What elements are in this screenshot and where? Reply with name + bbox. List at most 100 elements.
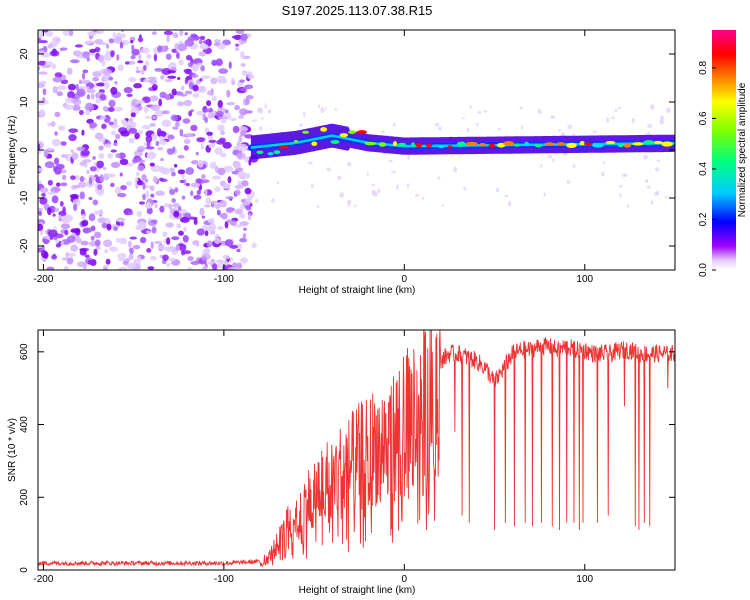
noise-blob [234, 105, 241, 111]
signal-blob [311, 141, 318, 146]
noise-blob [70, 149, 74, 154]
noise-blob [56, 91, 64, 97]
noise-blob [101, 222, 108, 229]
noise-blob [154, 240, 163, 245]
noise-blob [654, 167, 660, 172]
signal-blob [514, 143, 520, 147]
noise-blob [132, 244, 141, 250]
colorbar-tick-label: 0.2 [698, 212, 709, 226]
noise-blob [60, 240, 64, 247]
noise-blob [39, 108, 45, 117]
noise-blob [196, 62, 203, 68]
noise-blob [38, 71, 48, 75]
snr-xlabel: Height of straight line (km) [299, 585, 416, 596]
spectrogram-xtick-label: -200 [33, 274, 53, 285]
noise-blob [191, 74, 199, 78]
noise-blob [103, 53, 113, 61]
noise-blob [138, 201, 146, 205]
noise-blob [118, 266, 128, 270]
noise-blob [60, 154, 68, 158]
noise-blob [46, 147, 54, 151]
noise-blob [143, 78, 149, 83]
noise-blob [466, 127, 470, 133]
noise-blob [81, 129, 85, 136]
signal-blob [364, 141, 377, 146]
noise-blob [171, 198, 176, 203]
noise-blob [217, 79, 226, 84]
noise-blob [169, 188, 176, 196]
noise-blob [108, 99, 116, 108]
signal-blob [643, 140, 655, 145]
noise-blob [195, 151, 199, 156]
signal-blob [579, 141, 585, 146]
noise-blob [66, 257, 74, 265]
noise-blob [113, 226, 118, 232]
noise-blob [161, 110, 170, 115]
noise-blob [166, 148, 174, 155]
noise-blob [208, 139, 217, 144]
noise-blob [193, 194, 202, 200]
noise-blob [232, 125, 240, 134]
noise-blob [66, 67, 73, 75]
noise-blob [201, 174, 206, 180]
noise-blob [202, 265, 208, 270]
noise-blob [610, 116, 615, 120]
noise-blob [165, 222, 174, 228]
noise-blob [92, 77, 100, 82]
noise-blob [93, 231, 102, 239]
noise-blob [135, 70, 141, 74]
signal-blob [256, 150, 264, 154]
noise-blob [178, 59, 184, 66]
noise-blob [98, 145, 104, 151]
noise-blob [167, 70, 176, 74]
noise-blob [69, 30, 74, 37]
noise-blob [145, 190, 150, 198]
noise-blob [108, 121, 114, 126]
noise-blob [145, 115, 150, 119]
noise-blob [81, 51, 88, 58]
noise-blob [93, 210, 101, 215]
noise-blob [135, 99, 145, 104]
noise-blob [230, 77, 235, 86]
noise-blob [204, 188, 208, 197]
noise-blob [177, 154, 185, 159]
noise-blob [239, 237, 248, 243]
noise-blob [247, 213, 252, 221]
noise-blob [147, 266, 155, 270]
noise-blob [666, 107, 671, 114]
snr-xtick-label: 100 [576, 574, 593, 585]
noise-blob [104, 217, 110, 223]
noise-blob [163, 30, 173, 36]
noise-blob [211, 263, 218, 270]
noise-blob [47, 43, 53, 49]
noise-blob [81, 72, 86, 80]
noise-blob [104, 139, 109, 144]
noise-blob [130, 39, 134, 44]
noise-blob [183, 99, 192, 107]
signal-blob [356, 130, 367, 135]
noise-blob [198, 39, 203, 45]
noise-blob [150, 164, 161, 172]
noise-blob [55, 243, 61, 248]
noise-blob [238, 115, 244, 119]
noise-blob [441, 204, 445, 207]
noise-blob [39, 196, 48, 205]
noise-blob [264, 102, 267, 109]
noise-blob [181, 85, 185, 91]
noise-blob [437, 176, 441, 180]
noise-blob [537, 109, 542, 115]
noise-blob [178, 230, 184, 236]
noise-blob [68, 128, 79, 133]
signal-blob [320, 127, 328, 132]
noise-blob [215, 58, 223, 67]
noise-blob [172, 32, 179, 38]
noise-blob [73, 203, 78, 212]
noise-blob [38, 30, 44, 38]
noise-blob [199, 207, 205, 216]
noise-blob [137, 60, 144, 64]
noise-blob [243, 227, 247, 231]
noise-blob [51, 63, 56, 70]
noise-blob [103, 81, 110, 90]
noise-blob [185, 167, 195, 175]
noise-blob [75, 237, 82, 244]
